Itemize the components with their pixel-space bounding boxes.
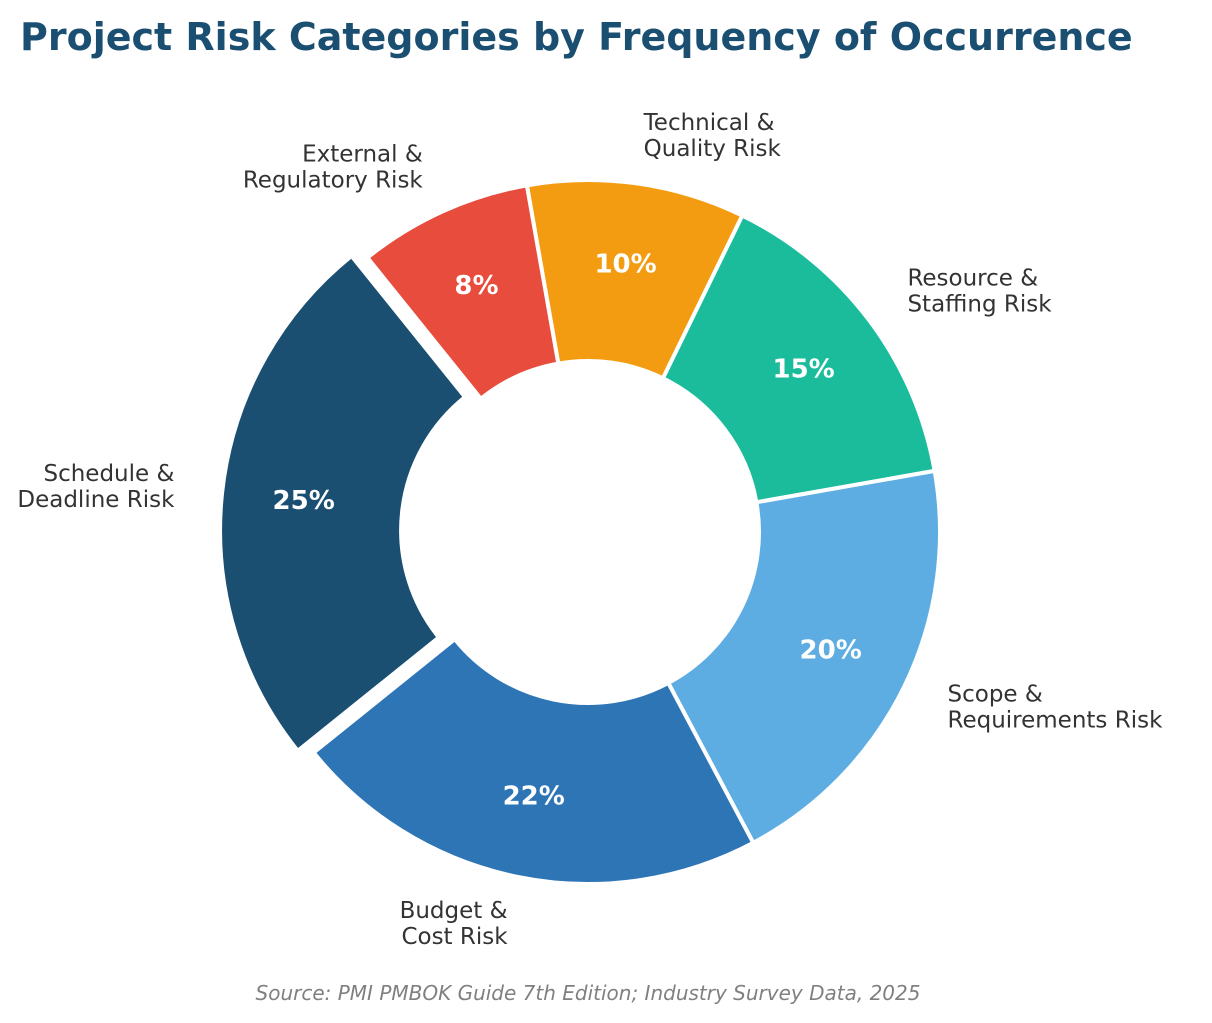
- source-note: Source: PMI PMBOK Guide 7th Edition; Ind…: [256, 981, 921, 1005]
- category-label-technical-and-quality-risk: Technical & Quality Risk: [643, 110, 782, 162]
- slice-technical-and-quality-risk: [524, 178, 745, 381]
- category-label-external-and-regulatory-risk: External & Regulatory Risk: [243, 142, 424, 194]
- category-labels: Technical & Quality Risk Resource & Staffin…: [17, 110, 1163, 950]
- slice-budget-and-cost-risk: [311, 637, 756, 886]
- category-label-scope-and-requirements-risk: Scope & Requirements Risk: [948, 681, 1164, 733]
- pct-label-scope-and-requirements-risk: 20%: [800, 635, 862, 665]
- percentage-labels: 10% 15% 20% 22% 25% 8%: [273, 250, 862, 812]
- category-label-resource-and-staffing-risk: Resource & Staffing Risk: [907, 265, 1052, 317]
- chart-title: Project Risk Categories by Frequency of …: [20, 15, 1133, 59]
- pct-label-schedule-and-deadline-risk: 25%: [273, 486, 335, 516]
- category-label-schedule-and-deadline-risk: Schedule & Deadline Risk: [17, 461, 175, 513]
- slice-schedule-and-deadline-risk: [218, 253, 467, 753]
- slice-scope-and-requirements-risk: [666, 468, 942, 845]
- pct-label-resource-and-staffing-risk: 15%: [773, 355, 835, 385]
- pct-label-external-and-regulatory-risk: 8%: [454, 271, 498, 301]
- pct-label-technical-and-quality-risk: 10%: [594, 250, 656, 280]
- donut-slices: [218, 178, 942, 886]
- category-label-budget-and-cost-risk: Budget & Cost Risk: [400, 898, 509, 950]
- slice-resource-and-staffing-risk: [660, 213, 937, 505]
- slice-external-and-regulatory-risk: [365, 183, 561, 401]
- pct-label-budget-and-cost-risk: 22%: [503, 781, 565, 811]
